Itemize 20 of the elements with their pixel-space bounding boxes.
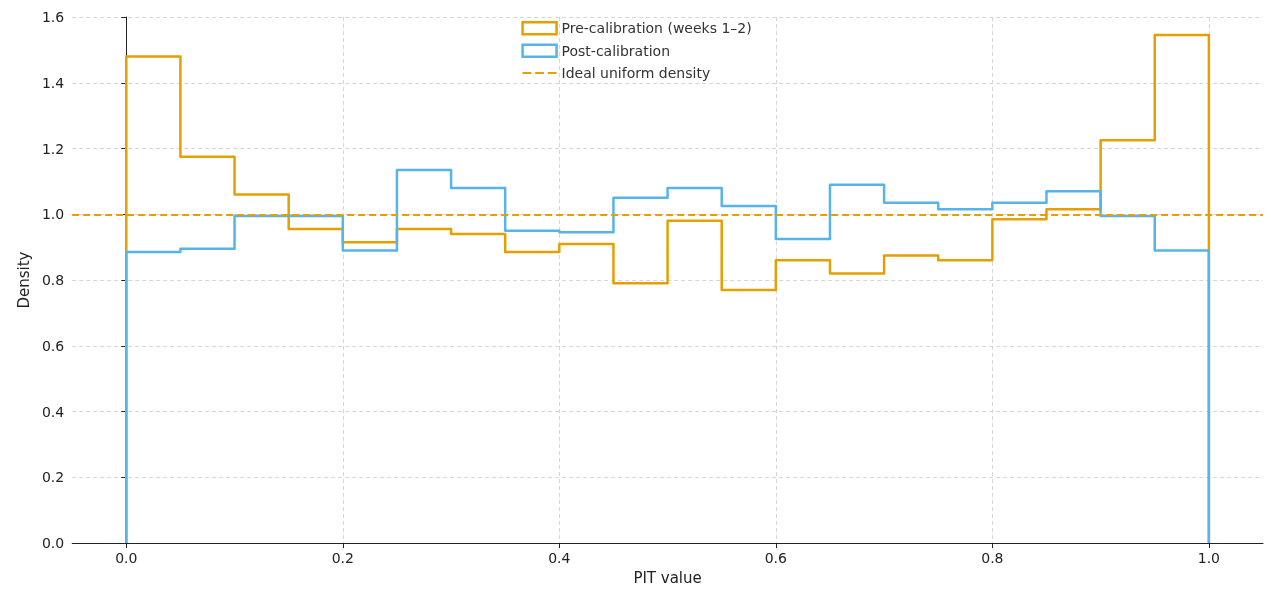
x-tick-label: 0.4 [548,550,571,567]
x-axis-title: PIT value [633,568,702,587]
y-tick-label: 0.0 [41,535,65,552]
y-tick-label: 1.6 [41,9,65,25]
x-tick-label: 0.8 [981,550,1004,567]
y-tick-label: 1.2 [41,140,65,157]
y-tick-label: 1.0 [41,206,65,223]
legend-label: Post-calibration [561,42,671,59]
y-tick-label: 0.6 [41,337,65,354]
y-axis-title: Density [14,251,33,309]
legend-label: Pre-calibration (weeks 1–2) [561,20,752,37]
legend-label: Ideal uniform density [561,65,711,81]
x-tick-label: 0.6 [764,550,788,567]
y-tick-label: 0.4 [41,403,65,420]
y-tick-label: 0.8 [41,272,65,289]
y-tick-label: 0.2 [41,469,65,486]
x-tick-label: 0.2 [331,550,354,567]
x-tick-label: 1.0 [1197,550,1220,567]
x-tick-label: 0.0 [115,550,138,567]
y-tick-label: 1.4 [41,74,65,91]
